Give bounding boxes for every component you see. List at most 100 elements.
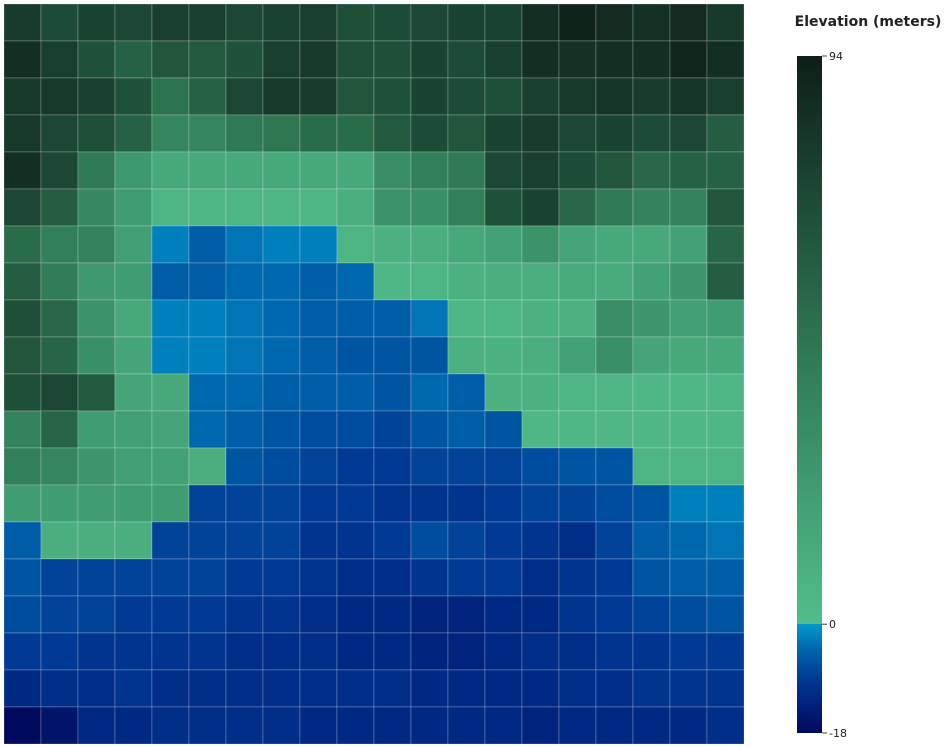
heatmap-cell [632,262,671,301]
heatmap-cell [447,558,486,597]
heatmap-cell [225,151,264,190]
heatmap-cell [151,410,190,449]
heatmap-cell [706,114,745,153]
heatmap-cell [188,595,227,634]
heatmap-cell [484,336,523,375]
heatmap-cell [669,706,708,745]
heatmap-cell [373,77,412,116]
heatmap-cell [632,77,671,116]
heatmap-cell [521,114,560,153]
heatmap-cell [262,151,301,190]
heatmap-cell [558,410,597,449]
heatmap-cell [669,669,708,708]
heatmap-cell [706,40,745,79]
heatmap-cell [706,521,745,560]
heatmap-cell [521,410,560,449]
heatmap-cell [225,558,264,597]
heatmap-cell [262,40,301,79]
heatmap-cell [3,151,42,190]
heatmap-cell [706,151,745,190]
heatmap-cell [3,336,42,375]
heatmap-cell [484,151,523,190]
heatmap-cell [188,77,227,116]
heatmap-cell [410,669,449,708]
heatmap-cell [3,40,42,79]
heatmap-cell [410,336,449,375]
heatmap-cell [410,595,449,634]
heatmap-cell [558,447,597,486]
heatmap-cell [558,114,597,153]
heatmap-cell [669,447,708,486]
heatmap-cell [114,410,153,449]
heatmap-cell [262,336,301,375]
heatmap-cell [299,706,338,745]
heatmap-cell [188,40,227,79]
heatmap-cell [521,595,560,634]
heatmap-cell [410,521,449,560]
heatmap-cell [77,114,116,153]
heatmap-cell [447,299,486,338]
heatmap-cell [299,114,338,153]
heatmap-cell [40,706,79,745]
heatmap-cell [632,336,671,375]
heatmap-cell [706,299,745,338]
heatmap-cell [151,3,190,42]
heatmap-cell [40,595,79,634]
heatmap-cell [595,558,634,597]
heatmap-cell [669,262,708,301]
heatmap-cell [262,3,301,42]
heatmap-cell [77,669,116,708]
colorbar-tick-label: 94 [829,50,843,63]
heatmap-cell [299,188,338,227]
heatmap-cell [40,40,79,79]
heatmap-cell [706,373,745,412]
heatmap-cell [151,77,190,116]
heatmap-cell [225,410,264,449]
heatmap-cell [373,484,412,523]
heatmap-cell [77,706,116,745]
heatmap-cell [447,669,486,708]
heatmap-cell [410,632,449,671]
heatmap-cell [447,410,486,449]
heatmap-cell [3,77,42,116]
heatmap-cell [669,151,708,190]
heatmap-cell [114,595,153,634]
heatmap-cell [151,299,190,338]
heatmap-cell [299,373,338,412]
heatmap-cell [3,447,42,486]
heatmap-cell [114,669,153,708]
heatmap-cell [558,669,597,708]
heatmap-cell [669,521,708,560]
heatmap-cell [632,669,671,708]
heatmap-cell [299,151,338,190]
heatmap-cell [706,262,745,301]
heatmap-cell [595,77,634,116]
heatmap-cell [410,558,449,597]
heatmap-cell [114,3,153,42]
heatmap-cell [484,225,523,264]
heatmap-cell [336,114,375,153]
heatmap-cell [3,262,42,301]
heatmap-cell [77,558,116,597]
heatmap-cell [114,632,153,671]
heatmap-cell [336,706,375,745]
heatmap-cell [188,632,227,671]
heatmap-cell [373,669,412,708]
heatmap-cell [484,595,523,634]
heatmap-cell [336,262,375,301]
heatmap-cell [188,151,227,190]
heatmap-cell [336,151,375,190]
heatmap-cell [669,299,708,338]
heatmap-cell [484,3,523,42]
heatmap-cell [447,595,486,634]
heatmap-cell [632,632,671,671]
heatmap-cell [447,521,486,560]
heatmap-cell [632,521,671,560]
heatmap-cell [632,484,671,523]
heatmap-cell [706,595,745,634]
heatmap-cell [77,336,116,375]
heatmap-cell [151,558,190,597]
legend-title: Elevation (meters) [795,14,942,30]
heatmap-cell [77,225,116,264]
heatmap-cell [484,188,523,227]
